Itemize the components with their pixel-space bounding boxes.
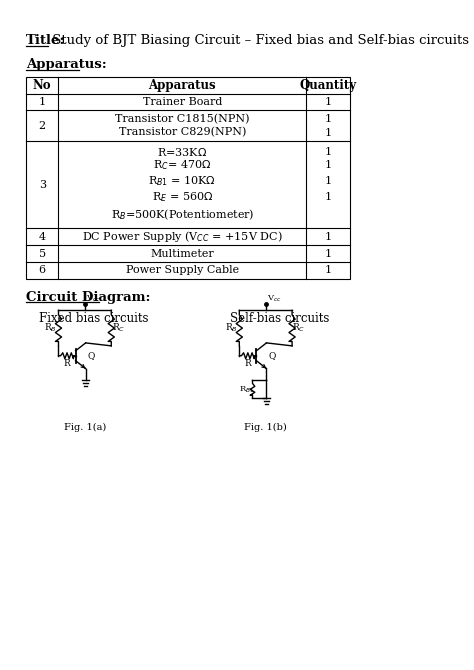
Text: R$_{B1}$: R$_{B1}$ (238, 384, 254, 395)
Text: 1: 1 (325, 249, 332, 259)
Bar (26, 77, 350, 279)
Text: V$_{cc}$: V$_{cc}$ (86, 294, 101, 304)
Text: 1: 1 (325, 192, 332, 202)
Text: Q: Q (268, 351, 275, 360)
Text: R=33K$\Omega$: R=33K$\Omega$ (157, 146, 207, 158)
Text: Study of BJT Biasing Circuit – Fixed bias and Self-bias circuits: Study of BJT Biasing Circuit – Fixed bia… (48, 34, 469, 47)
Text: R: R (64, 359, 71, 368)
Text: R$_B$: R$_B$ (44, 322, 57, 334)
Text: Transistor C829(NPN): Transistor C829(NPN) (118, 127, 246, 138)
Text: 1: 1 (325, 147, 332, 157)
Text: Transistor C1815(NPN): Transistor C1815(NPN) (115, 114, 249, 124)
Text: 1: 1 (38, 97, 46, 107)
Text: 6: 6 (38, 265, 46, 275)
Text: 1: 1 (325, 232, 332, 242)
Text: Q: Q (87, 351, 95, 360)
Text: 2: 2 (38, 121, 46, 131)
Text: V$_{cc}$: V$_{cc}$ (267, 294, 282, 304)
Text: No: No (33, 79, 52, 92)
Text: Power Supply Cable: Power Supply Cable (126, 265, 239, 275)
Text: Apparatus:: Apparatus: (26, 58, 107, 72)
Text: R$_E$ = 560$\Omega$: R$_E$ = 560$\Omega$ (152, 190, 213, 204)
Text: Circuit Diagram:: Circuit Diagram: (26, 291, 150, 304)
Text: 1: 1 (325, 127, 332, 137)
Text: 4: 4 (38, 232, 46, 242)
Text: 1: 1 (325, 114, 332, 124)
Text: R$_B$: R$_B$ (225, 322, 238, 334)
Text: R$_C$: R$_C$ (111, 322, 125, 334)
Text: 1: 1 (325, 265, 332, 275)
Text: 5: 5 (38, 249, 46, 259)
Text: Self-bias circuits: Self-bias circuits (230, 312, 329, 326)
Text: Multimeter: Multimeter (150, 249, 214, 259)
Text: Apparatus: Apparatus (148, 79, 216, 92)
Text: Quantity: Quantity (300, 79, 357, 92)
Text: R$_C$: R$_C$ (292, 322, 306, 334)
Text: Trainer Board: Trainer Board (143, 97, 222, 107)
Text: 1: 1 (325, 97, 332, 107)
Text: R: R (245, 359, 251, 368)
Text: Title:: Title: (26, 34, 65, 47)
Text: 1: 1 (325, 160, 332, 170)
Text: DC Power Supply (V$_{CC}$ = +15V DC): DC Power Supply (V$_{CC}$ = +15V DC) (82, 229, 283, 245)
Text: Fixed bias circuits: Fixed bias circuits (39, 312, 148, 326)
Text: Fig. 1(a): Fig. 1(a) (64, 423, 106, 432)
Text: 3: 3 (38, 180, 46, 190)
Text: Fig. 1(b): Fig. 1(b) (244, 423, 287, 432)
Text: 1: 1 (325, 176, 332, 186)
Text: R$_{B1}$ = 10K$\Omega$: R$_{B1}$ = 10K$\Omega$ (148, 174, 216, 188)
Text: R$_B$=500K(Potentiometer): R$_B$=500K(Potentiometer) (110, 207, 254, 222)
Text: R$_C$= 470$\Omega$: R$_C$= 470$\Omega$ (153, 158, 211, 172)
